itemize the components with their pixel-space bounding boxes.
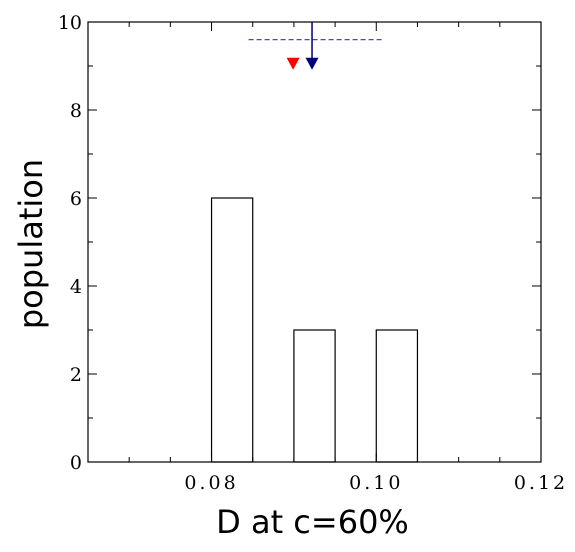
histogram-bar-2 <box>293 329 336 463</box>
y-tick-label: 8 <box>70 100 82 122</box>
y-axis-title: population <box>12 159 50 329</box>
y-tick-label: 0 <box>70 452 82 474</box>
blue-triangle-marker <box>305 57 319 70</box>
red-triangle-marker <box>286 57 300 70</box>
x-tick-label: 0.12 <box>514 472 568 494</box>
tick-labels-layer: 0.08 0.10 0.12 0 2 4 6 8 10 <box>58 12 568 494</box>
y-tick-label: 10 <box>58 12 82 34</box>
y-tick-label: 4 <box>70 276 82 298</box>
annotations-layer <box>248 22 383 70</box>
histogram-bar-1 <box>210 197 254 463</box>
y-tick-label: 6 <box>70 188 82 210</box>
x-tick-label: 0.08 <box>184 472 238 494</box>
plot-frame <box>87 21 542 463</box>
x-axis-title: D at c=60% <box>216 503 409 541</box>
histogram-bar-3 <box>375 329 419 463</box>
x-tick-label: 0.10 <box>349 472 403 494</box>
bars-layer <box>210 197 419 463</box>
y-tick-label: 2 <box>70 364 82 386</box>
